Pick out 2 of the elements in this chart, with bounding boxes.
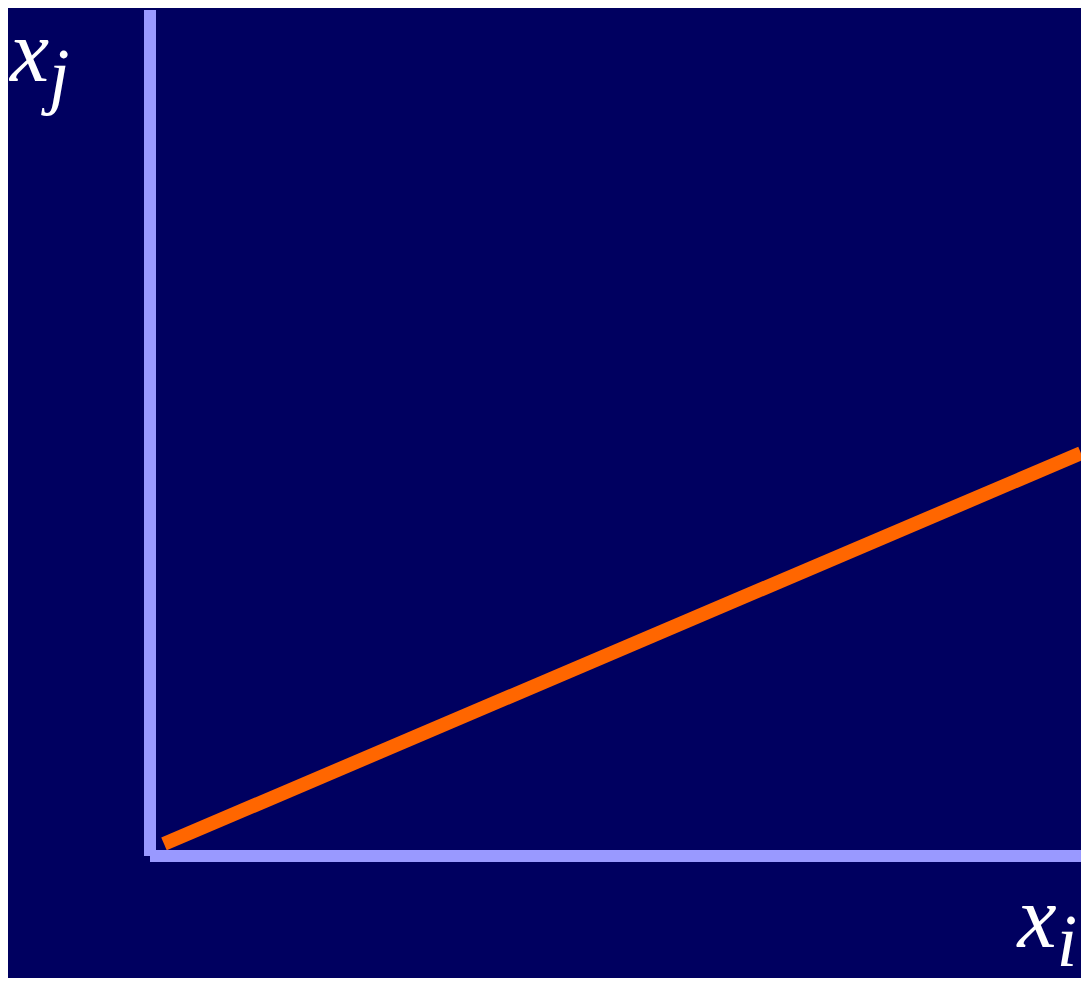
x-axis-title: x$_{i}$ [1017,869,1077,982]
y-axis-title: x$_{j}$ [10,3,70,116]
